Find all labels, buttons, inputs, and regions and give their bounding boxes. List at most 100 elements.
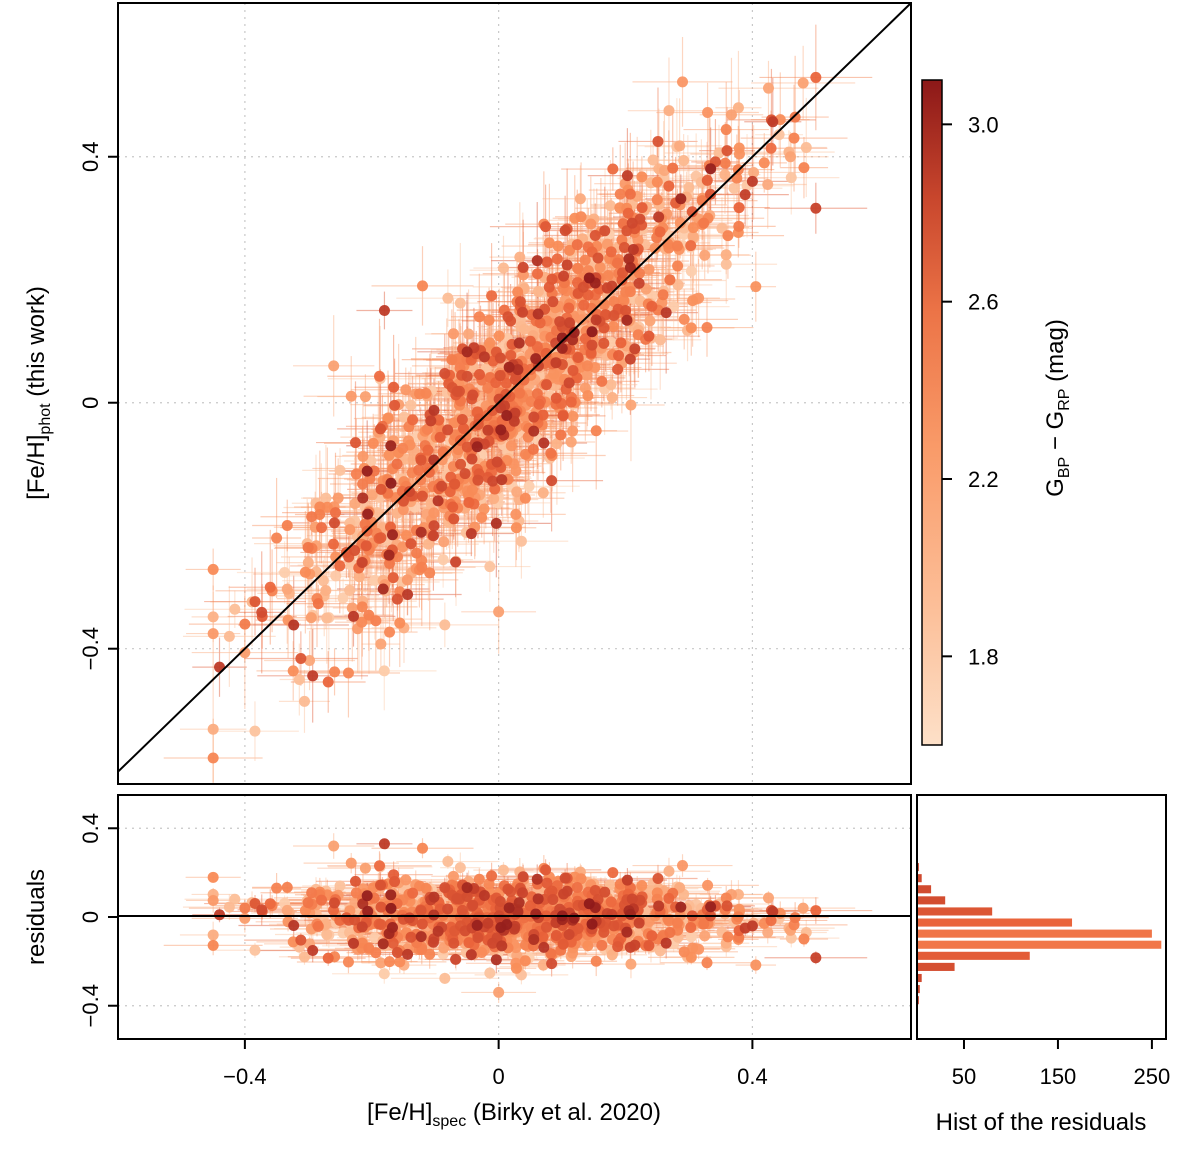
main-point xyxy=(739,189,751,201)
main-point xyxy=(442,424,454,436)
main-point xyxy=(699,249,711,261)
main-point xyxy=(582,390,594,402)
main-point xyxy=(378,665,390,677)
main-point xyxy=(347,610,359,622)
main-point xyxy=(519,492,531,504)
main-point xyxy=(491,456,503,468)
main-point xyxy=(722,230,734,242)
main-point xyxy=(425,415,437,427)
main-point xyxy=(547,296,559,308)
main-point xyxy=(495,402,507,414)
main-point xyxy=(685,265,697,277)
main-point xyxy=(586,326,598,338)
main-point xyxy=(398,411,410,423)
main-point xyxy=(567,364,579,376)
main-point xyxy=(387,572,399,584)
main-point xyxy=(667,162,679,174)
main-point xyxy=(514,387,526,399)
main-point xyxy=(496,474,508,486)
main-point xyxy=(649,242,661,254)
main-point xyxy=(501,410,513,422)
main-point xyxy=(532,308,544,320)
main-point xyxy=(360,540,372,552)
main-point xyxy=(810,202,822,214)
main-point xyxy=(287,665,299,677)
main-point xyxy=(510,508,522,520)
main-point xyxy=(614,188,626,200)
main-point xyxy=(328,517,340,529)
main-point xyxy=(447,501,459,513)
main-point xyxy=(397,541,409,553)
main-point xyxy=(207,752,219,764)
main-point xyxy=(654,226,666,238)
main-point xyxy=(611,257,623,269)
main-point xyxy=(488,493,500,505)
main-point xyxy=(564,317,576,329)
main-point xyxy=(577,281,589,293)
main-point xyxy=(415,454,427,466)
main-point xyxy=(784,151,796,163)
main-point xyxy=(579,254,591,266)
main-point xyxy=(288,619,300,631)
main-point xyxy=(590,425,602,437)
main-point xyxy=(514,296,526,308)
main-point xyxy=(524,335,536,347)
main-point xyxy=(461,370,473,382)
main-point xyxy=(388,381,400,393)
main-point xyxy=(617,267,629,279)
main-point xyxy=(508,415,520,427)
main-point xyxy=(534,317,546,329)
main-point xyxy=(550,357,562,369)
main-y-axis-title: [Fe/H]phot (this work) xyxy=(23,286,54,500)
main-point xyxy=(471,441,483,453)
main-point xyxy=(605,379,617,391)
main-point xyxy=(788,132,800,144)
main-point xyxy=(486,290,498,302)
main-point xyxy=(505,440,517,452)
main-point xyxy=(721,145,733,157)
main-point xyxy=(304,655,316,667)
main-point xyxy=(618,241,630,253)
main-point xyxy=(624,262,636,274)
main-point xyxy=(629,343,641,355)
main-point xyxy=(400,530,412,542)
main-point xyxy=(578,299,590,311)
main-y-tick-label: −0.4 xyxy=(78,627,103,670)
main-point xyxy=(733,142,745,154)
main-point xyxy=(540,379,552,391)
main-point xyxy=(334,464,346,476)
main-point xyxy=(446,354,458,366)
main-point xyxy=(546,273,558,285)
main-point xyxy=(407,414,419,426)
main-point xyxy=(482,424,494,436)
main-point xyxy=(416,490,428,502)
main-point xyxy=(582,289,594,301)
main-point xyxy=(503,361,515,373)
main-point xyxy=(674,140,686,152)
main-point xyxy=(767,116,779,128)
main-point xyxy=(798,162,810,174)
main-point xyxy=(563,377,575,389)
main-point xyxy=(391,458,403,470)
main-point xyxy=(654,334,666,346)
main-point xyxy=(662,238,674,250)
main-point xyxy=(320,492,332,504)
main-point xyxy=(322,676,334,688)
main-point xyxy=(514,251,526,263)
main-point xyxy=(349,437,361,449)
colorbar: 1.8 2.2 2.6 3.0 GBP − GRP (mag) xyxy=(921,79,1073,746)
main-point xyxy=(698,217,710,229)
main-point xyxy=(643,263,655,275)
main-point xyxy=(302,557,314,569)
main-point xyxy=(574,193,586,205)
main-y-axis-ticks: −0.4 0 0.4 xyxy=(78,141,118,670)
main-point xyxy=(565,396,577,408)
main-point xyxy=(800,141,812,153)
main-point xyxy=(306,511,318,523)
main-point xyxy=(421,423,433,435)
main-point xyxy=(422,538,434,550)
main-point xyxy=(349,498,361,510)
main-point xyxy=(623,253,635,265)
main-point xyxy=(621,170,633,182)
main-point xyxy=(229,603,241,615)
